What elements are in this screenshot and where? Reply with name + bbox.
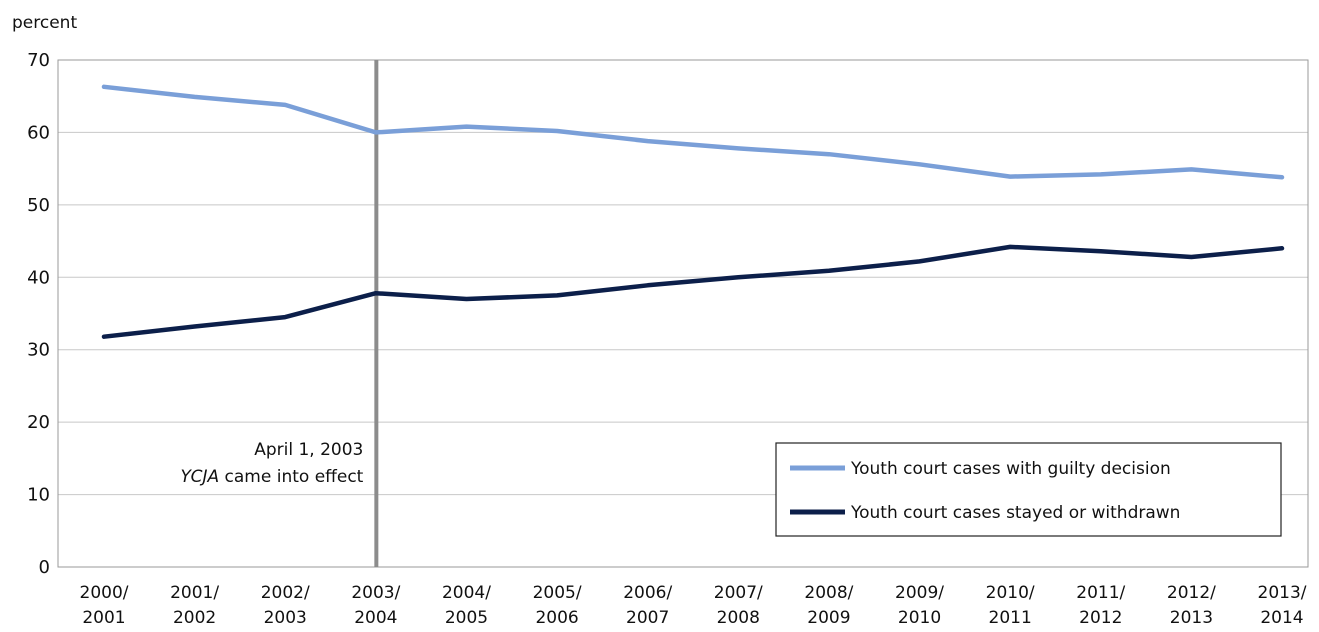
y-tick-label: 40 bbox=[27, 267, 50, 288]
annotation-caption: YCJA came into effect bbox=[181, 467, 364, 487]
x-tick-label-bottom: 2011 bbox=[989, 608, 1032, 628]
x-tick-label-top: 2002/ bbox=[261, 583, 310, 603]
legend: Youth court cases with guilty decision Y… bbox=[776, 443, 1281, 536]
x-tick-label-bottom: 2012 bbox=[1079, 608, 1122, 628]
y-tick-label: 10 bbox=[27, 485, 50, 506]
y-tick-label: 50 bbox=[27, 195, 50, 216]
x-tick-label-bottom: 2014 bbox=[1260, 608, 1303, 628]
legend-label-stayed: Youth court cases stayed or withdrawn bbox=[850, 503, 1180, 523]
x-tick-label-top: 2001/ bbox=[170, 583, 219, 603]
x-tick-label-top: 2010/ bbox=[986, 583, 1035, 603]
x-tick-label-bottom: 2008 bbox=[717, 608, 760, 628]
annotation-act-name: YCJA bbox=[181, 467, 220, 487]
y-axis: 0 10 20 30 40 50 60 70 bbox=[27, 50, 50, 578]
series bbox=[104, 87, 1282, 337]
x-tick-label-top: 2009/ bbox=[895, 583, 944, 603]
x-tick-label-top: 2005/ bbox=[533, 583, 582, 603]
x-tick-label-bottom: 2003 bbox=[264, 608, 307, 628]
x-tick-label-top: 2004/ bbox=[442, 583, 491, 603]
x-tick-label-bottom: 2004 bbox=[354, 608, 397, 628]
y-unit-label: percent bbox=[12, 13, 77, 33]
x-tick-label-bottom: 2009 bbox=[807, 608, 850, 628]
y-tick-label: 60 bbox=[27, 122, 50, 143]
annotation-date: April 1, 2003 bbox=[254, 440, 363, 460]
y-tick-label: 0 bbox=[39, 557, 50, 578]
x-tick-label-bottom: 2002 bbox=[173, 608, 216, 628]
y-tick-label: 70 bbox=[27, 50, 50, 71]
x-tick-label-top: 2011/ bbox=[1076, 583, 1125, 603]
x-tick-label-top: 2007/ bbox=[714, 583, 763, 603]
x-tick-label-bottom: 2010 bbox=[898, 608, 941, 628]
x-axis: 2000/2001 2001/2002 2002/2003 2003/2004 2004… bbox=[80, 583, 1307, 628]
x-tick-label-top: 2000/ bbox=[80, 583, 129, 603]
x-tick-label-bottom: 2013 bbox=[1170, 608, 1213, 628]
x-tick-label-top: 2012/ bbox=[1167, 583, 1216, 603]
series-line-1 bbox=[104, 247, 1282, 337]
x-tick-label-bottom: 2005 bbox=[445, 608, 488, 628]
x-tick-label-top: 2006/ bbox=[623, 583, 672, 603]
x-tick-label-bottom: 2007 bbox=[626, 608, 669, 628]
x-tick-label-top: 2008/ bbox=[804, 583, 853, 603]
y-tick-label: 30 bbox=[27, 340, 50, 361]
annotation-caption-rest: came into effect bbox=[219, 467, 364, 487]
gridlines bbox=[58, 132, 1308, 494]
annotation: April 1, 2003 YCJA came into effect bbox=[181, 60, 377, 567]
x-tick-label-bottom: 2001 bbox=[82, 608, 125, 628]
x-tick-label-top: 2003/ bbox=[351, 583, 400, 603]
legend-label-guilty: Youth court cases with guilty decision bbox=[850, 459, 1171, 479]
y-tick-label: 20 bbox=[27, 412, 50, 433]
x-tick-label-bottom: 2006 bbox=[535, 608, 578, 628]
x-tick-label-top: 2013/ bbox=[1258, 583, 1307, 603]
